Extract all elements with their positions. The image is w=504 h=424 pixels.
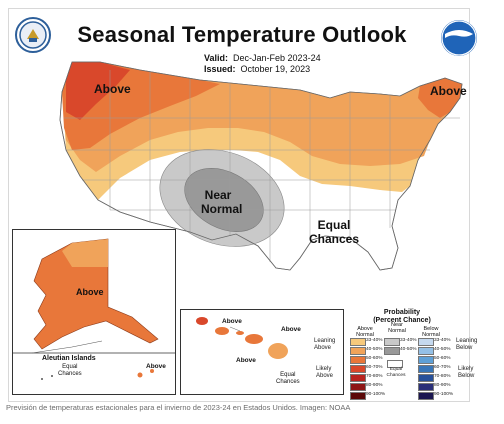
aleutian-title: Aleutian Islands — [42, 355, 96, 362]
legend-swatch-label-above: 70-80% — [366, 374, 383, 379]
aleutian-chances: Chances — [58, 371, 82, 377]
legend-swatch-above — [350, 383, 366, 391]
valid-value: Dec-Jan-Feb 2023-24 — [233, 53, 321, 63]
legend-swatch-above — [350, 374, 366, 382]
legend-col-above: Above Normal — [350, 326, 380, 338]
near-normal-zone-40 — [184, 168, 264, 232]
label-alaska-above: Above — [76, 287, 104, 297]
legend-col-near: Near Normal — [382, 322, 412, 334]
legend-swatch-label-above: 33-40% — [366, 338, 383, 343]
legend-swatch-above — [350, 365, 366, 373]
label-above-east: Above — [430, 84, 467, 98]
caption: Previsión de temperaturas estacionales p… — [6, 403, 351, 412]
page-title: Seasonal Temperature Outlook — [77, 22, 407, 47]
legend-leaning-below: Leaning Below — [456, 338, 477, 352]
above-zone-50-east — [418, 78, 462, 118]
legend-leaning-above: Leaning Above — [314, 338, 335, 352]
legend-swatch-near — [384, 347, 400, 355]
legend-swatch-below — [418, 383, 434, 391]
hawaii-above-2: Above — [281, 326, 301, 333]
legend-swatch-label-below: 33-40% — [434, 338, 451, 343]
legend-swatch-below — [418, 392, 434, 400]
legend-col-above-1: Above — [357, 326, 373, 332]
legend-col-above-2: Normal — [356, 332, 374, 338]
legend-likely-above-1: Likely — [316, 366, 332, 372]
aleutian-above: Above — [146, 363, 166, 370]
legend-swatch-above — [350, 347, 366, 355]
alaska-north — [62, 239, 108, 267]
legend-swatch-label-below: 80-90% — [434, 383, 451, 388]
legend-equal-2: Chances — [386, 373, 406, 378]
legend-col-below-1: Below — [423, 326, 439, 332]
legend-title-1: Probability — [383, 309, 421, 316]
legend-swatch-label-above: 80-90% — [366, 383, 383, 388]
legend-swatch-above — [350, 338, 366, 346]
legend-leaning-below-1: Leaning — [456, 338, 478, 344]
hawaii-equal-chances: Equal Chances — [276, 372, 300, 386]
legend-swatch-label-above: 40-50% — [366, 347, 383, 352]
legend-swatch-label-near: 40-50% — [400, 347, 417, 352]
legend-likely-above-2: Above — [316, 373, 334, 379]
legend-title-2: (Percent Chance) — [373, 317, 431, 324]
above-zone-60-west — [66, 62, 130, 120]
legend-swatch-label-above: 50-60% — [366, 356, 383, 361]
hawaii-inset — [180, 309, 344, 395]
legend-swatch-below — [418, 356, 434, 364]
legend-equal-swatch — [387, 360, 403, 368]
legend-leaning-above-2: Above — [314, 345, 332, 351]
legend-swatch-below — [418, 365, 434, 373]
label-normal: Normal — [201, 202, 243, 216]
legend-swatch-label-near: 33-40% — [400, 338, 417, 343]
alaska-land — [33, 238, 159, 350]
doc-seal-icon — [15, 17, 51, 53]
legend-likely-below-1: Likely — [458, 366, 474, 372]
legend-likely-above: Likely Above — [316, 366, 333, 380]
hawaii-above-3: Above — [236, 357, 256, 364]
hawaii-equal: Equal — [280, 372, 296, 378]
issued-value: October 19, 2023 — [240, 64, 311, 74]
legend-swatch-label-below: 70-80% — [434, 374, 451, 379]
legend-swatch-label-above: 90-100% — [366, 392, 386, 397]
valid-label: Valid: — [204, 53, 229, 63]
aleutian-equal: Equal — [62, 364, 78, 370]
legend-leaning-above-1: Leaning — [314, 338, 336, 344]
label-near: Near — [204, 188, 232, 202]
legend-title: Probability (Percent Chance) — [352, 309, 452, 325]
legend-swatch-label-below: 90-100% — [434, 392, 454, 397]
label-near-normal: Near Normal — [201, 188, 243, 216]
legend-equal-label: Equal Chances — [384, 367, 408, 379]
legend-col-below: Below Normal — [416, 326, 446, 338]
alaska-inset — [12, 229, 176, 395]
hawaii-above-1: Above — [222, 318, 242, 325]
valid-block: Valid: Dec-Jan-Feb 2023-24 Issued: Octob… — [204, 53, 321, 75]
label-equal-chances: Equal Chances — [306, 218, 362, 246]
legend-swatch-below — [418, 374, 434, 382]
legend-likely-below: Likely Below — [458, 366, 474, 380]
legend-likely-below-2: Below — [458, 373, 475, 379]
legend-swatch-above — [350, 356, 366, 364]
legend-swatch-label-below: 60-70% — [434, 365, 451, 370]
legend-swatch-near — [384, 338, 400, 346]
noaa-logo-icon — [441, 20, 477, 56]
hawaii-chances: Chances — [276, 379, 300, 385]
label-chances: Chances — [308, 232, 360, 246]
legend-col-below-2: Normal — [422, 332, 440, 338]
label-equal: Equal — [317, 218, 351, 232]
legend-col-near-1: Near — [391, 322, 403, 328]
legend-swatch-label-below: 50-60% — [434, 356, 451, 361]
issued-label: Issued: — [204, 64, 236, 74]
legend-swatch-above — [350, 392, 366, 400]
label-above-west: Above — [94, 82, 131, 96]
legend-swatch-below — [418, 347, 434, 355]
legend-swatch-label-above: 60-70% — [366, 365, 383, 370]
legend-swatch-below — [418, 338, 434, 346]
aleutian-equal-chances: Equal Chances — [58, 364, 82, 378]
legend-swatch-label-below: 40-50% — [434, 347, 451, 352]
legend-leaning-below-2: Below — [456, 345, 473, 351]
legend-col-near-2: Normal — [388, 328, 406, 334]
legend-equal-1: Equal — [389, 367, 403, 372]
